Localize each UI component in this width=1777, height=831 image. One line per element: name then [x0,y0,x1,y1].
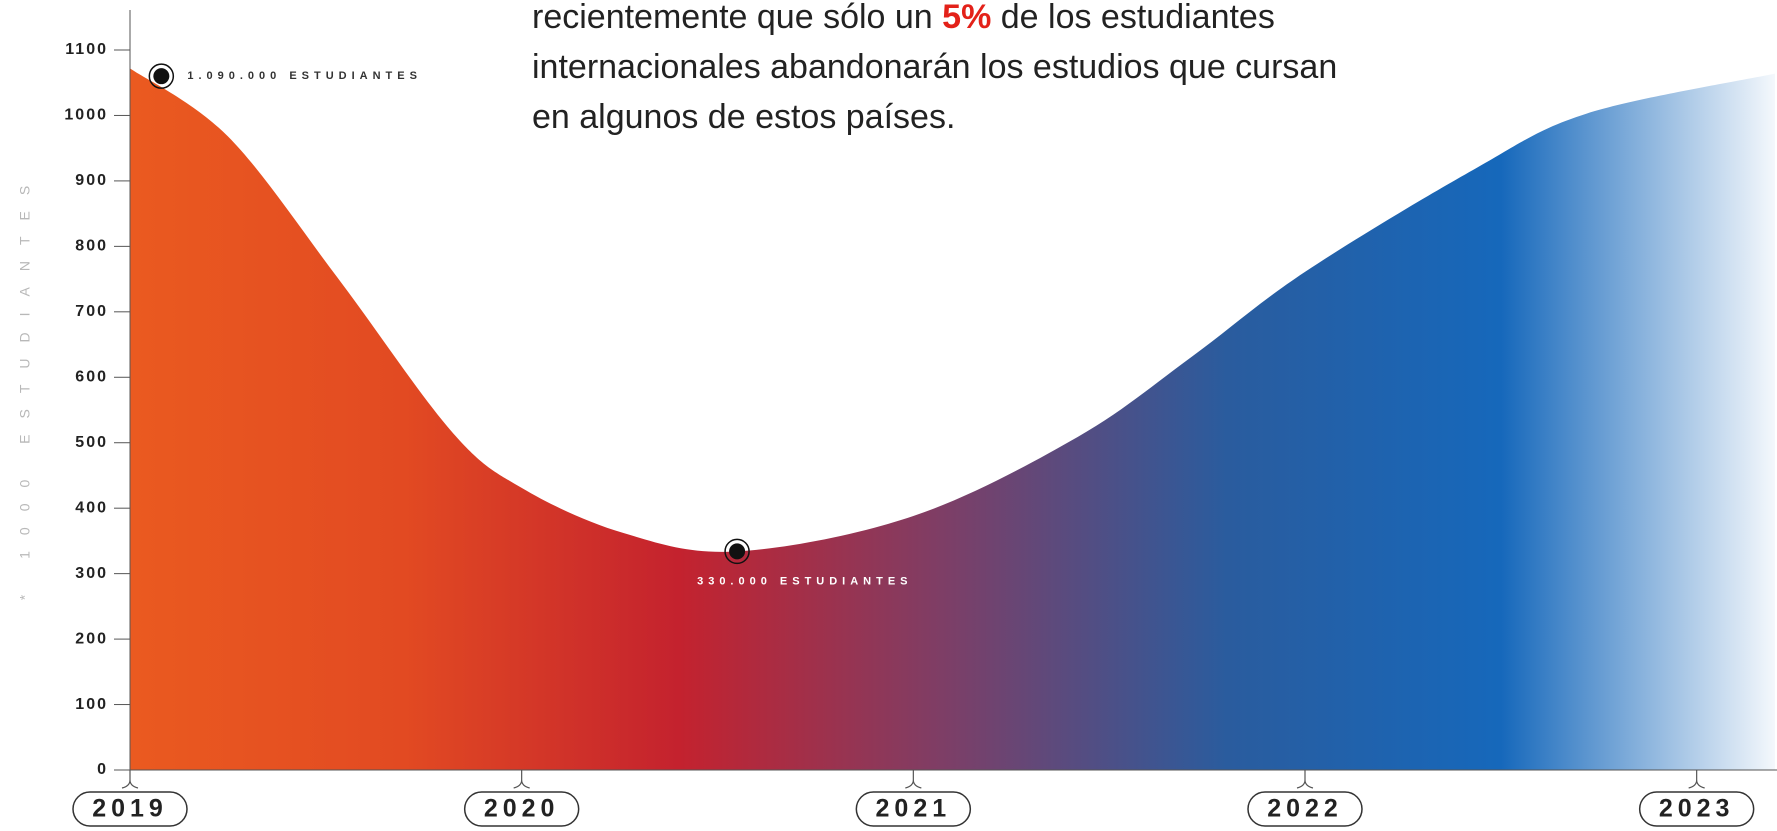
x-tick-label: 2023 [1659,795,1735,823]
y-tick-label: 0 [97,761,108,778]
x-tick-box [463,791,580,827]
x-tick [513,770,530,789]
x-tick-box [855,791,972,827]
x-tick-label: 2021 [876,795,952,823]
x-tick-label: 2020 [484,795,560,823]
marker [153,68,170,85]
paragraph: recientemente que sólo un 5% de los estu… [532,0,1337,142]
annotation: 330.000 ESTUDIANTES [697,575,912,587]
highlight: 5% [942,0,992,36]
y-tick-label: 300 [75,565,108,582]
marker-ring [724,538,750,565]
x-tick-label: 2019 [92,795,168,823]
area [130,68,1775,770]
marker-ring [148,63,175,89]
x-tick [1688,770,1705,789]
text: recientemente que sólo un [532,0,943,36]
text: de los estudiantes [991,0,1275,36]
y-tick-label: 100 [75,696,108,713]
y-tick-label: 600 [75,368,108,385]
y-tick-label: 900 [75,172,108,189]
x-tick-box [72,791,188,827]
text-line: internacionales abandonarán los estudios… [532,48,1338,86]
annotation: 1.090.000 ESTUDIANTES [187,70,422,82]
x-tick-box [1247,791,1363,827]
x-tick-label: 2022 [1267,795,1343,823]
x-tick [121,770,139,789]
y-tick-label: 400 [75,499,108,516]
x-tick-box [1638,791,1755,827]
y-tick-label: 200 [75,630,108,647]
x-tick [905,770,922,789]
y-tick-label: 800 [75,238,108,255]
y-tick-label: 1000 [64,107,108,124]
text-line: recientemente que sólo un 5% de los estu… [532,0,1337,42]
y-tick-label: 1100 [65,41,108,58]
y-tick-label: 700 [75,303,108,320]
text-line: en algunos de estos países. [532,98,956,136]
y-axis-label: * 1000 ESTUDIANTES [17,170,33,600]
marker [729,543,746,560]
x-tick [1296,770,1314,789]
y-tick-label: 500 [75,434,108,451]
